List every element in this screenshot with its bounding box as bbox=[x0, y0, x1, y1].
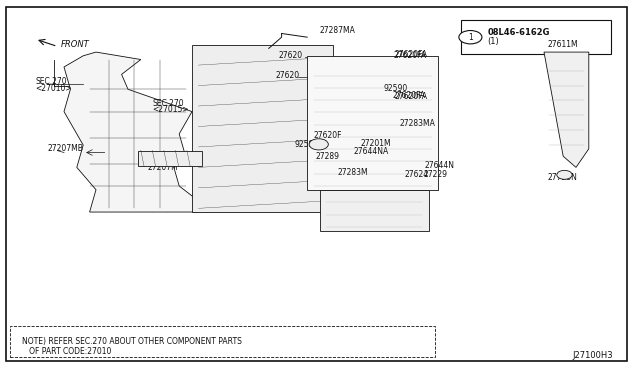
Text: 27287MA: 27287MA bbox=[320, 26, 356, 35]
Text: 27229: 27229 bbox=[424, 170, 448, 179]
Polygon shape bbox=[138, 151, 202, 166]
FancyBboxPatch shape bbox=[461, 20, 611, 54]
Text: SEC.270: SEC.270 bbox=[152, 99, 184, 108]
Text: <27010>: <27010> bbox=[35, 84, 72, 93]
Polygon shape bbox=[192, 45, 333, 212]
Text: SEC.270: SEC.270 bbox=[35, 77, 67, 86]
Text: 27620FA: 27620FA bbox=[395, 92, 428, 100]
Text: NOTE) REFER SEC.270 ABOUT OTHER COMPONENT PARTS
   OF PART CODE:27010: NOTE) REFER SEC.270 ABOUT OTHER COMPONEN… bbox=[22, 337, 243, 356]
Circle shape bbox=[309, 139, 328, 150]
Text: 92590E: 92590E bbox=[294, 140, 323, 149]
Polygon shape bbox=[307, 56, 438, 190]
Text: 27624: 27624 bbox=[404, 170, 429, 179]
Text: 27283MA: 27283MA bbox=[399, 119, 435, 128]
Text: 27611M: 27611M bbox=[547, 39, 578, 48]
Text: (1): (1) bbox=[488, 37, 499, 46]
Text: 27201M: 27201M bbox=[360, 139, 391, 148]
Text: 27620F: 27620F bbox=[314, 131, 342, 140]
Text: 27207MB: 27207MB bbox=[48, 144, 84, 153]
Text: 08L46-6162G: 08L46-6162G bbox=[488, 28, 550, 37]
Polygon shape bbox=[544, 52, 589, 167]
Text: 92590: 92590 bbox=[384, 84, 408, 93]
Text: 27644NA: 27644NA bbox=[354, 147, 389, 156]
Text: 27644N: 27644N bbox=[425, 161, 455, 170]
Text: J27100H3: J27100H3 bbox=[573, 351, 613, 360]
Polygon shape bbox=[320, 190, 429, 231]
Text: 27620: 27620 bbox=[275, 71, 300, 80]
Text: <27015>: <27015> bbox=[152, 105, 189, 114]
Text: 27723N: 27723N bbox=[547, 173, 577, 182]
Text: 27289: 27289 bbox=[316, 152, 339, 161]
Circle shape bbox=[557, 170, 572, 179]
Text: 1: 1 bbox=[468, 33, 473, 42]
Text: 27620FA: 27620FA bbox=[395, 49, 428, 58]
Text: 27283M: 27283M bbox=[337, 168, 368, 177]
Polygon shape bbox=[64, 52, 198, 212]
Text: 27620FA: 27620FA bbox=[394, 51, 427, 60]
Text: 27620: 27620 bbox=[278, 51, 303, 60]
Text: 27620FA: 27620FA bbox=[393, 91, 426, 100]
Text: 27207M: 27207M bbox=[148, 163, 179, 172]
FancyBboxPatch shape bbox=[6, 7, 627, 361]
Text: FRONT: FRONT bbox=[61, 40, 90, 49]
Circle shape bbox=[459, 31, 482, 44]
FancyBboxPatch shape bbox=[10, 326, 435, 357]
